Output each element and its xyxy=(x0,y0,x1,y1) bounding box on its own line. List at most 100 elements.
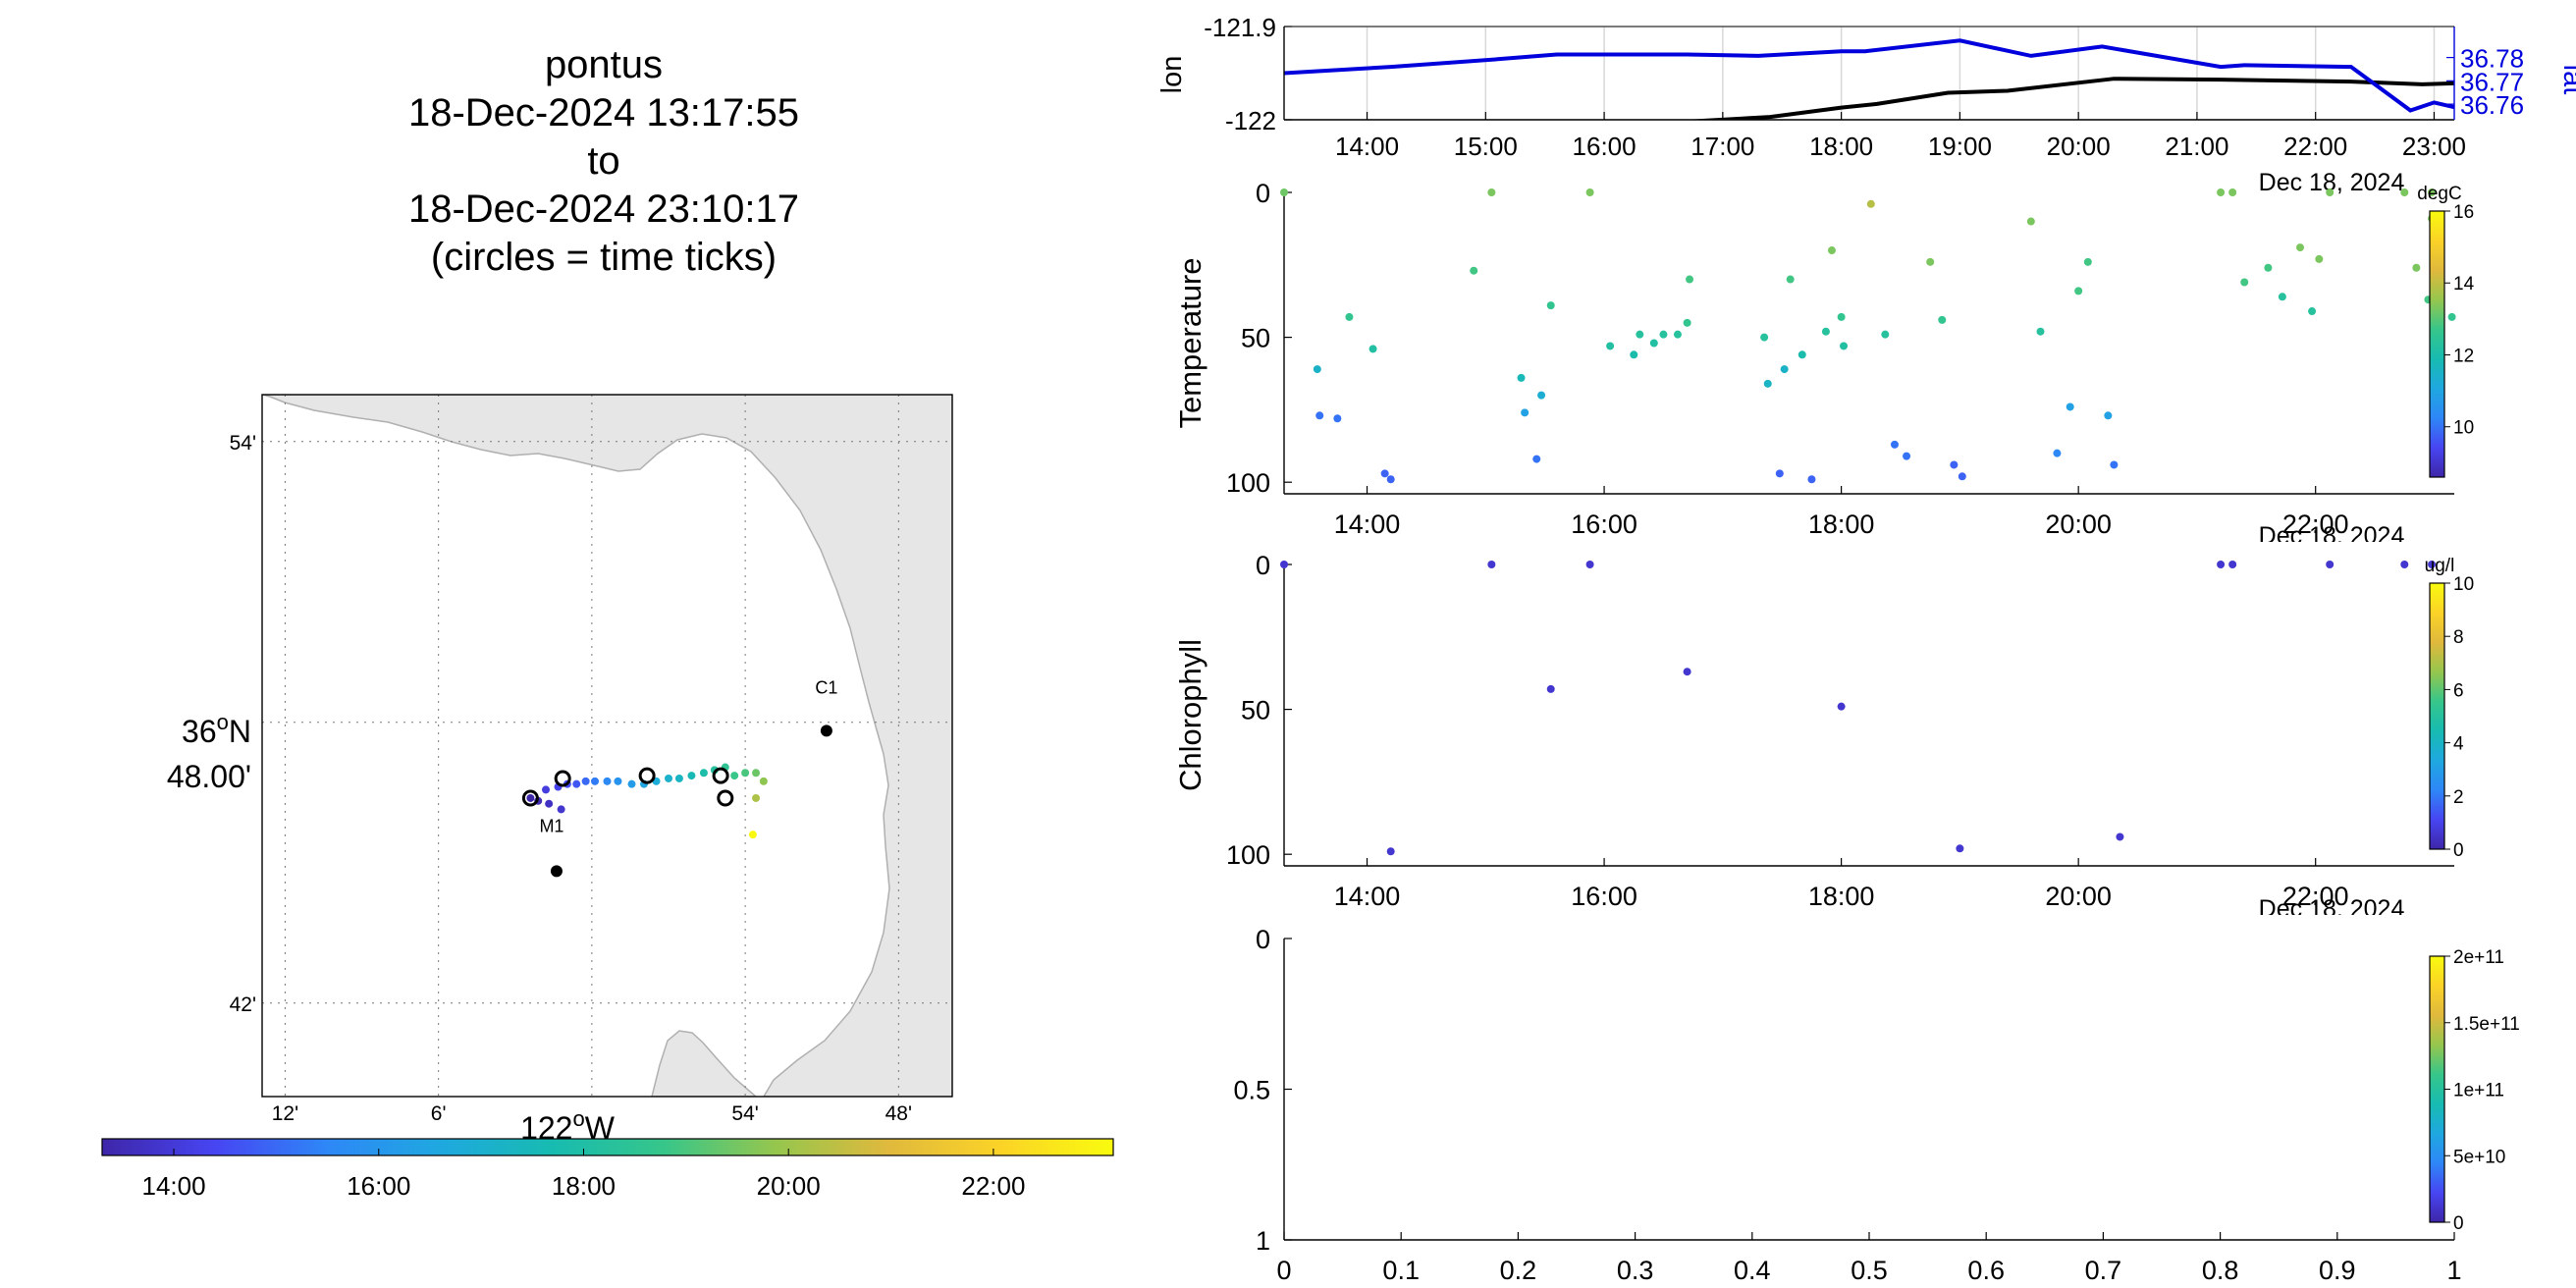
chlorophyll-x-tick-label: 16:00 xyxy=(1571,882,1637,911)
temperature-data-point xyxy=(1521,408,1530,417)
chlorophyll-data-point xyxy=(1585,561,1594,568)
map-y-axis-hemisphere: N xyxy=(229,714,251,749)
chlorophyll-y-tick-label: 100 xyxy=(1226,840,1270,870)
time-tick-circle xyxy=(638,767,656,784)
empty-panel-colorbar-tick-label: 2e+11 xyxy=(2453,947,2504,968)
temperature-colorbar xyxy=(2429,210,2445,478)
temperature-data-point xyxy=(2295,243,2304,252)
temperature-data-point xyxy=(1950,460,1959,469)
track-point xyxy=(603,777,612,785)
time-tick-circle xyxy=(712,767,729,784)
temperature-colorbar-tick-label: 14 xyxy=(2453,274,2475,295)
track-point xyxy=(572,779,581,788)
temperature-data-point xyxy=(1881,330,1890,339)
lonlat-left-tick-label: -122 xyxy=(1225,106,1276,135)
chlorophyll-colorbar-tick-label: 6 xyxy=(2453,680,2464,701)
map-x-tick-label: 54' xyxy=(731,1102,758,1125)
chlorophyll-data-point xyxy=(2400,561,2409,568)
track-point xyxy=(730,772,739,780)
chlorophyll-data-point xyxy=(1837,702,1846,711)
temperature-data-point xyxy=(1517,373,1526,382)
chlorophyll-colorbar-tick-label: 2 xyxy=(2453,787,2464,808)
station-marker xyxy=(550,865,563,878)
temperature-data-point xyxy=(1683,318,1691,327)
temperature-data-point xyxy=(1958,472,1966,481)
track-point xyxy=(687,772,696,780)
temperature-data-point xyxy=(1673,330,1682,339)
temperature-data-point xyxy=(2447,312,2456,321)
temperature-data-point xyxy=(1763,379,1772,388)
temperature-data-point xyxy=(2326,188,2334,196)
temperature-data-point xyxy=(1890,440,1899,449)
chlorophyll-data-point xyxy=(2326,561,2334,568)
temperature-data-point xyxy=(1903,452,1911,460)
temperature-data-point xyxy=(2066,402,2074,411)
empty-panel-colorbar-tick-label: 1.5e+11 xyxy=(2453,1014,2520,1035)
chlorophyll-data-point xyxy=(1956,844,1964,853)
empty-panel-x-tick-label: 0.3 xyxy=(1617,1256,1654,1285)
lonlat-x-tick-label: 15:00 xyxy=(1454,132,1518,161)
temperature-x-tick-label: 18:00 xyxy=(1808,510,1875,539)
temperature-data-point xyxy=(1470,266,1478,275)
track-point xyxy=(591,777,600,785)
empty-panel-colorbar-tick-label: 5e+10 xyxy=(2453,1147,2505,1167)
temperature-data-point xyxy=(2217,188,2226,196)
track-point xyxy=(674,774,683,782)
empty-panel-x-tick-label: 0.2 xyxy=(1500,1256,1537,1285)
lonlat-x-tick-label: 21:00 xyxy=(2165,132,2228,161)
chlorophyll-data-point xyxy=(2228,561,2237,568)
empty-panel-x-tick-label: 1 xyxy=(2446,1256,2461,1285)
empty-panel-y-tick-label: 1 xyxy=(1256,1226,1270,1256)
temperature-data-point xyxy=(1659,330,1668,339)
chlorophyll-data-point xyxy=(1386,847,1395,856)
temperature-data-point xyxy=(2428,188,2437,196)
temperature-data-point xyxy=(2036,327,2045,336)
temperature-colorbar-tick-label: 10 xyxy=(2453,418,2474,439)
temperature-data-point xyxy=(2400,188,2409,196)
track-point xyxy=(699,769,708,778)
temperature-data-point xyxy=(1487,188,1496,196)
track-point xyxy=(759,777,768,785)
temperature-data-point xyxy=(1606,342,1615,350)
temperature-data-point xyxy=(2074,287,2083,295)
time-tick-circle xyxy=(521,789,539,807)
temperature-data-point xyxy=(1686,275,1694,284)
chlorophyll-colorbar-units: ug/l xyxy=(2425,556,2455,576)
map-plot-area xyxy=(262,395,952,1097)
empty-panel-colorbar-tick-label: 1e+11 xyxy=(2453,1081,2504,1101)
temperature-colorbar-tick-label: 12 xyxy=(2453,346,2474,366)
map-x-tick-label: 12' xyxy=(272,1102,298,1125)
lonlat-y-label-left: lon xyxy=(1156,56,1188,94)
track-point xyxy=(581,777,590,785)
temperature-data-point xyxy=(2315,254,2324,263)
empty-panel-y-tick-label: 0.5 xyxy=(1233,1076,1270,1105)
track-point xyxy=(752,769,761,778)
chlorophyll-data-point xyxy=(2217,561,2226,568)
lonlat-x-tick-label: 18:00 xyxy=(1809,132,1873,161)
chlorophyll-colorbar xyxy=(2429,582,2445,850)
map-x-axis-degree: o xyxy=(572,1106,584,1131)
empty-panel-x-tick-label: 0.9 xyxy=(2319,1256,2356,1285)
chlorophyll-y-tick-label: 50 xyxy=(1241,696,1270,725)
temperature-data-point xyxy=(1315,411,1324,420)
platform-name: pontus xyxy=(544,43,664,86)
map-x-tick-label: 6' xyxy=(431,1102,447,1125)
temperature-data-point xyxy=(1532,455,1541,463)
temperature-y-axis-label: Temperature xyxy=(1173,257,1208,428)
chlorophyll-colorbar-tick-label: 0 xyxy=(2453,840,2464,861)
lonlat-x-tick-label: 23:00 xyxy=(2402,132,2466,161)
chlorophyll-data-point xyxy=(2428,561,2437,568)
lonlat-right-tick-label: 36.78 xyxy=(2460,44,2524,74)
time-colorbar-tick-label: 18:00 xyxy=(552,1171,616,1201)
map-y-axis-label-line2: 48.00' xyxy=(167,759,251,794)
chlorophyll-x-tick-label: 22:00 xyxy=(2282,882,2349,911)
temperature-data-point xyxy=(1837,312,1846,321)
temperature-data-point xyxy=(2264,263,2273,272)
time-colorbar-tick-label: 16:00 xyxy=(347,1171,410,1201)
track-point xyxy=(542,785,551,794)
track-point xyxy=(752,793,761,802)
temperature-data-point xyxy=(1537,391,1546,400)
lonlat-right-tick-label: 36.77 xyxy=(2460,67,2524,96)
